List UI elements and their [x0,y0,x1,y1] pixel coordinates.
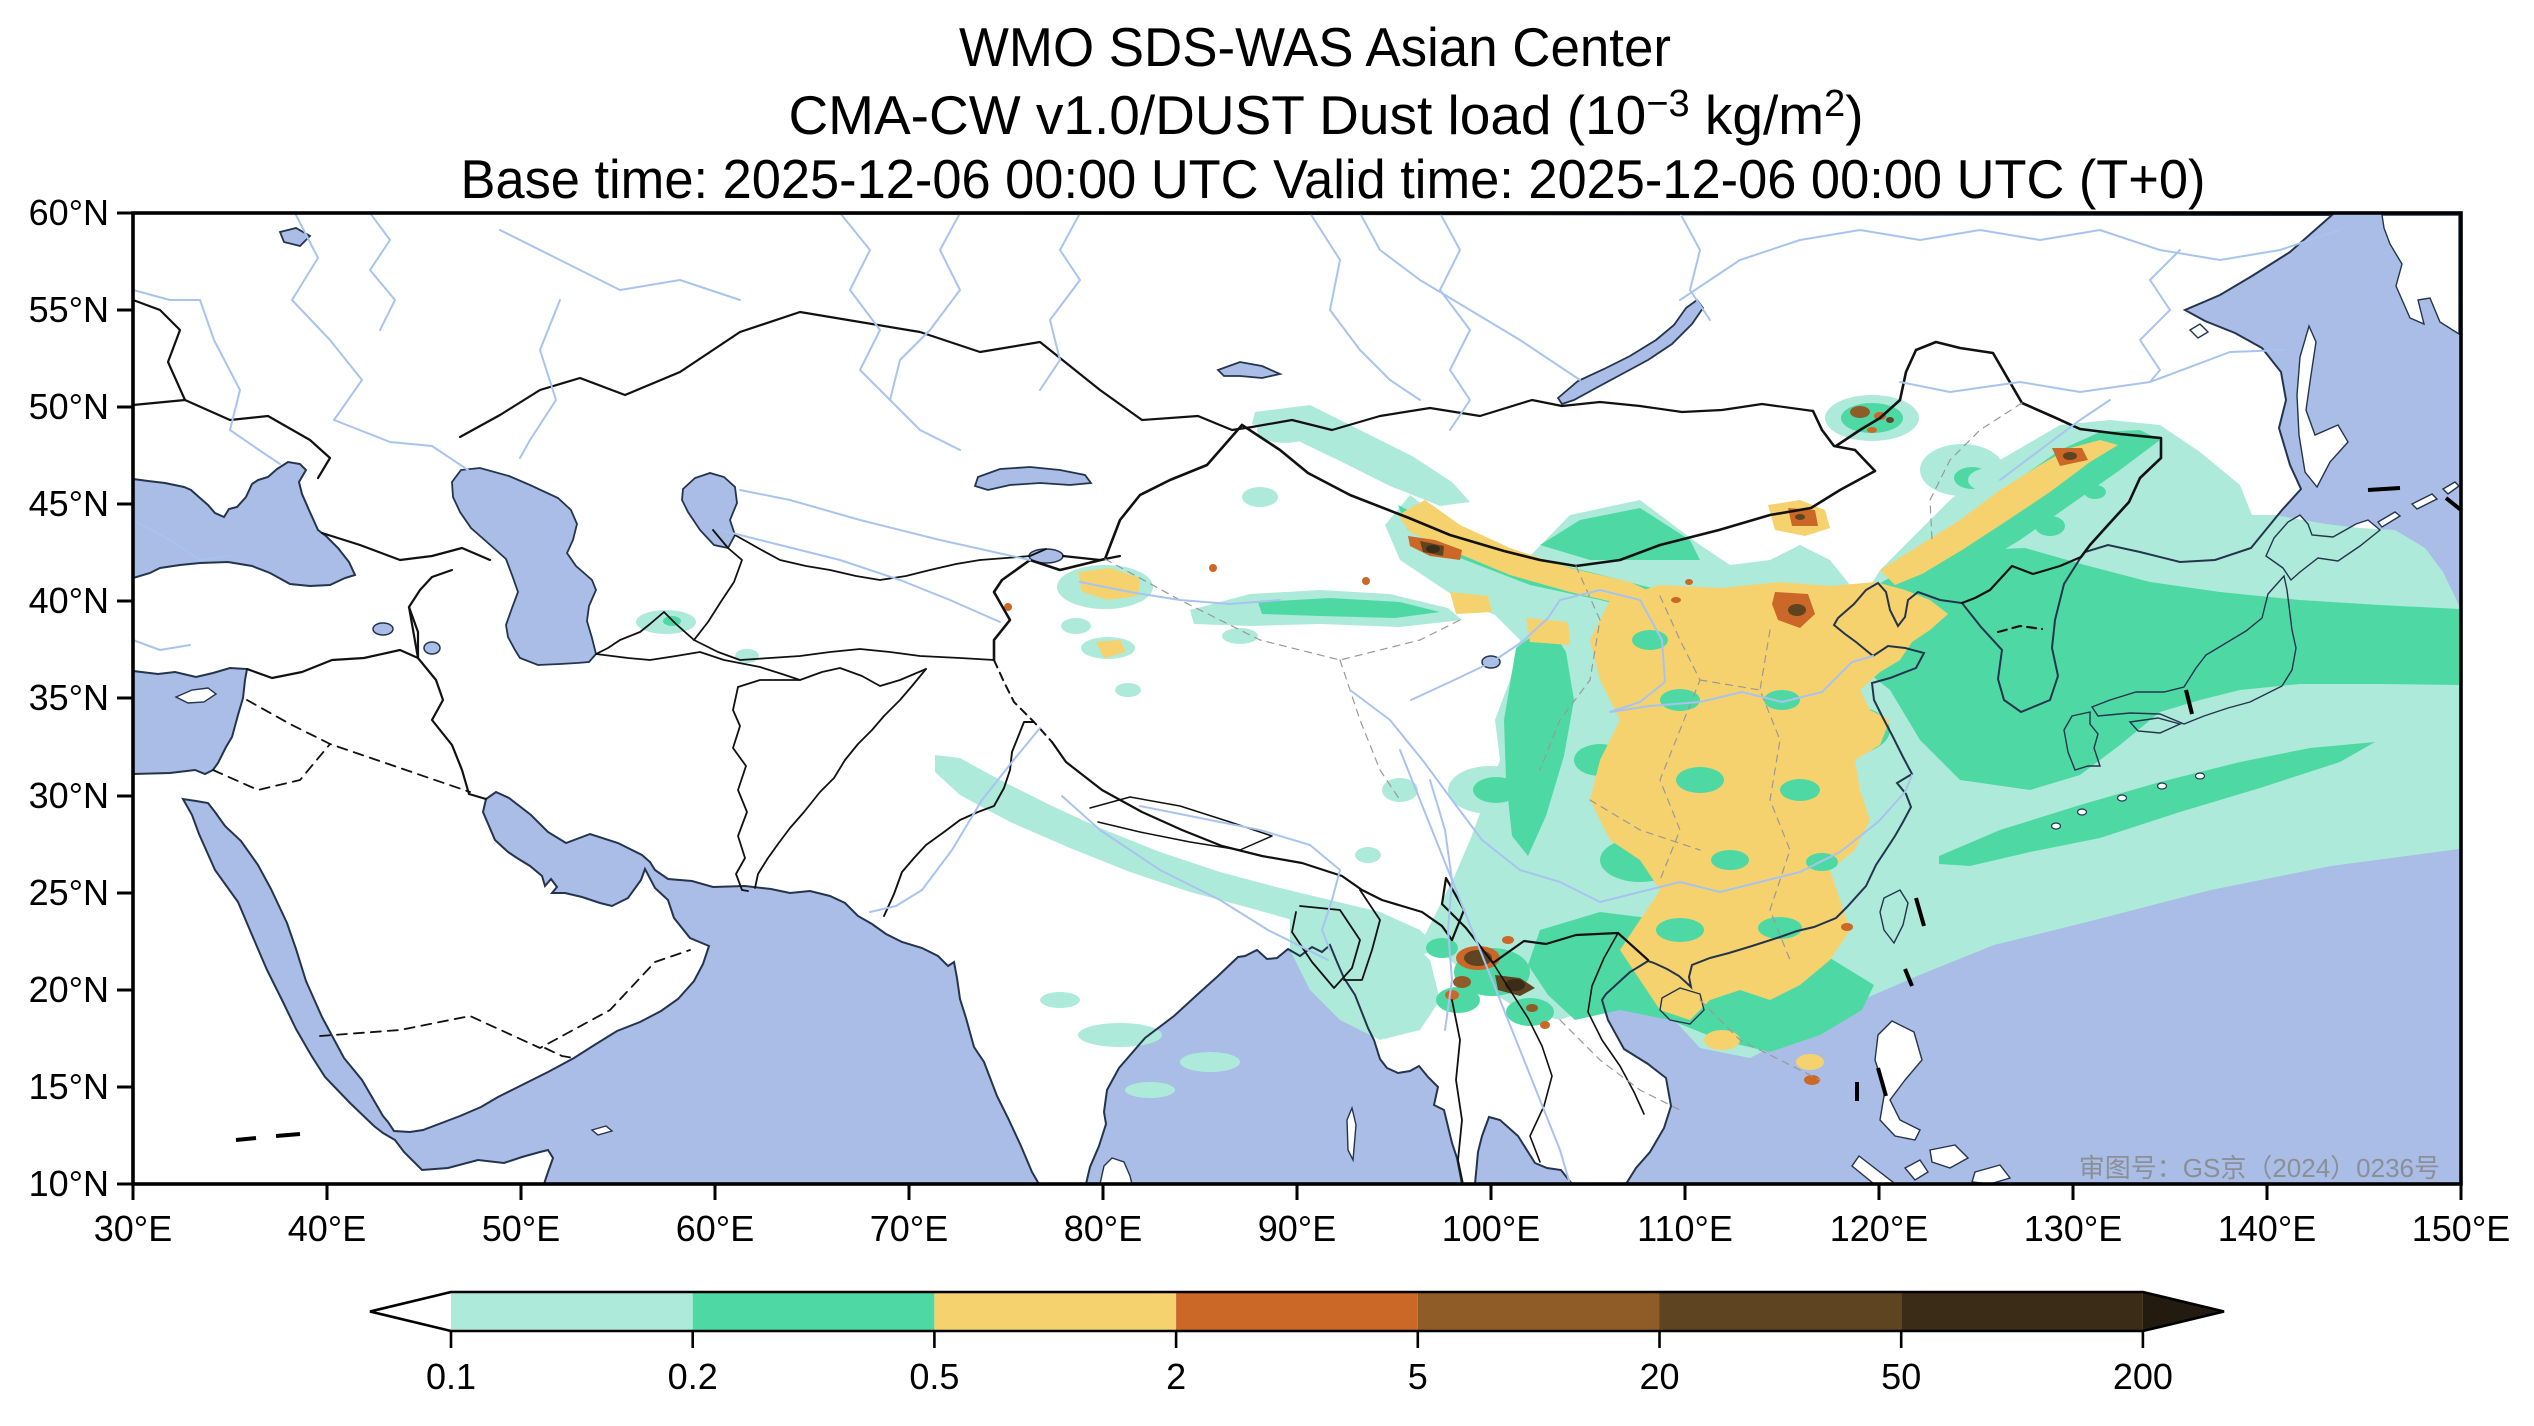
svg-text:0.2: 0.2 [668,1356,718,1397]
svg-text:20: 20 [1639,1356,1679,1397]
svg-text:45°N: 45°N [29,483,109,524]
svg-text:140°E: 140°E [2218,1208,2316,1249]
svg-text:150°E: 150°E [2412,1208,2510,1249]
svg-text:WMO SDS-WAS Asian Center: WMO SDS-WAS Asian Center [959,16,1671,78]
svg-text:25°N: 25°N [29,872,109,913]
svg-text:50°E: 50°E [482,1208,560,1249]
svg-text:130°E: 130°E [2024,1208,2122,1249]
svg-text:10°N: 10°N [29,1163,109,1204]
svg-text:60°E: 60°E [676,1208,754,1249]
svg-text:120°E: 120°E [1830,1208,1928,1249]
svg-text:70°E: 70°E [870,1208,948,1249]
svg-text:30°E: 30°E [94,1208,172,1249]
svg-text:100°E: 100°E [1442,1208,1540,1249]
svg-text:2: 2 [1166,1356,1186,1397]
svg-text:200: 200 [2113,1356,2173,1397]
svg-text:0.5: 0.5 [909,1356,959,1397]
svg-text:CMA-CW v1.0/DUST Dust load (10: CMA-CW v1.0/DUST Dust load (10−3 kg/m2) [788,83,1863,146]
svg-text:审图号：GS京（2024）0236号: 审图号：GS京（2024）0236号 [2079,1153,2440,1183]
svg-text:30°N: 30°N [29,775,109,816]
svg-text:40°N: 40°N [29,580,109,621]
svg-text:110°E: 110°E [1637,1208,1733,1249]
svg-text:80°E: 80°E [1064,1208,1142,1249]
svg-text:90°E: 90°E [1258,1208,1336,1249]
svg-text:20°N: 20°N [29,969,109,1010]
svg-text:40°E: 40°E [288,1208,366,1249]
svg-text:50°N: 50°N [29,386,109,427]
svg-text:35°N: 35°N [29,677,109,718]
svg-text:0.1: 0.1 [426,1356,476,1397]
svg-text:55°N: 55°N [29,289,109,330]
svg-text:5: 5 [1408,1356,1428,1397]
svg-text:50: 50 [1881,1356,1921,1397]
svg-text:60°N: 60°N [29,192,109,233]
svg-text:Base time: 2025-12-06 00:00 UT: Base time: 2025-12-06 00:00 UTC Valid ti… [461,148,2206,210]
svg-text:15°N: 15°N [29,1066,109,1107]
